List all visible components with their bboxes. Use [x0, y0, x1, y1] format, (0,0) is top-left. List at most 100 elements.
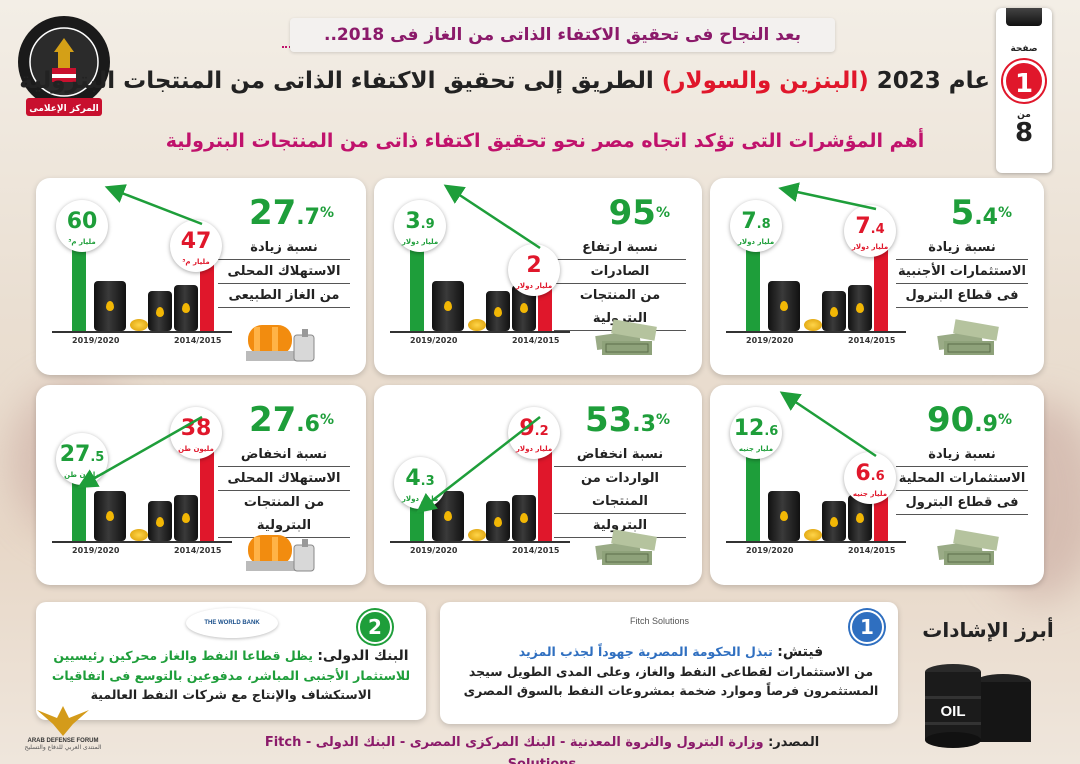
oil-barrel-icon [148, 291, 172, 331]
page-total: 8 [1014, 118, 1034, 148]
value-number: 7.8 [730, 209, 782, 238]
oil-drop-icon [156, 307, 164, 317]
oil-barrel-icon [822, 501, 846, 541]
description-line: نسبة انخفاض [554, 443, 686, 467]
comparison-chart: 2019/2020 2014/2015 7.8 مليار دولار 7.4 مليار… [726, 182, 906, 349]
year-label: 2019/2020 [410, 546, 458, 555]
value-bubble: 6.6 مليار جنيه [844, 452, 896, 504]
value-bubble: 7.8 مليار دولار [730, 200, 782, 252]
year-label: 2014/2015 [848, 546, 896, 555]
oil-barrel-icon [768, 281, 800, 331]
indicator-description: نسبة انخفاض الاستهلاك المحلى من المنتجات ا… [218, 443, 350, 538]
description-line: نسبة ارتفاع [554, 236, 686, 260]
value-unit: مليار جنيه [738, 445, 774, 453]
page-indicator: صفحة 1 من 8 [996, 8, 1052, 173]
value-unit: مليار دولار [737, 238, 775, 246]
indicator-description: نسبة زيادة الاستهلاك المحلى من الغاز الطبي… [218, 236, 350, 308]
oil-drop-icon [520, 303, 528, 314]
testimonial-fitch: 1 Fitch Solutions فيتش: تبذل الحكومة الم… [440, 602, 898, 724]
percent-dec: .4 [974, 205, 998, 230]
trend-arrow [443, 184, 541, 250]
oil-drop-icon [182, 303, 190, 314]
value-bubble: 2 مليار دولار [508, 244, 560, 296]
oil-drop-icon [780, 301, 788, 311]
oil-drop-icon [444, 511, 452, 521]
oil-barrels-illustration: OIL [925, 664, 1031, 748]
oil-drop-icon [520, 513, 528, 524]
value-dec: .5 [90, 450, 105, 465]
percent-value: 27.6% [249, 403, 334, 442]
percent-sign: % [319, 205, 334, 221]
value-int: 4 [405, 466, 421, 491]
value-bubble: 47 مليار م³ [170, 220, 222, 272]
arab-defense-forum-watermark: ARAB DEFENSE FORUM المنتدى العربي للدفاع… [8, 700, 118, 751]
description-line: الاستهلاك المحلى [218, 467, 350, 491]
coins-icon [468, 529, 486, 541]
value-number: 27.5 [56, 442, 108, 471]
percent-value: 95% [609, 196, 670, 235]
description-line: من الغاز الطبيعى [218, 284, 350, 308]
value-unit: مليار جنيه [852, 490, 888, 498]
value-int: 27 [59, 442, 91, 467]
bar-2019-2020 [72, 240, 86, 331]
oil-drop-icon [856, 513, 864, 524]
fuel-tank-icon [246, 325, 315, 362]
oil-drop-icon [856, 303, 864, 314]
percent-dec: .7 [296, 205, 320, 230]
description-line: الواردات من المنتجات [554, 467, 686, 514]
oil-drop-icon [494, 307, 502, 317]
comparison-chart: 2019/2020 2014/2015 12.6 مليار جنيه 6.6 مليار… [726, 391, 906, 559]
percent-dec: .3 [632, 412, 656, 437]
value-number: 12.6 [730, 416, 782, 445]
trend-arrow [416, 416, 541, 514]
year-label: 2019/2020 [72, 336, 120, 345]
bar-2014-2015 [538, 284, 552, 331]
indicator-card: 53.3% نسبة انخفاض الواردات من المنتجات البت… [374, 385, 702, 585]
percent-sign: % [997, 205, 1012, 221]
indicators-heading: أهم المؤشرات التى تؤكد اتجاه مصر نحو تحق… [165, 130, 925, 152]
value-number: 60 [56, 209, 108, 238]
comparison-chart: 2019/2020 2014/2015 27.5 مليون طن 38 مليون طن [52, 399, 232, 559]
value-unit: مليون طن [178, 445, 214, 453]
value-unit: مليار م³ [182, 258, 210, 266]
description-line: الصادرات [554, 260, 686, 284]
indicator-description: نسبة زيادة الاستثمارات المحلية فى قطاع الب… [896, 443, 1028, 515]
world-bank-logo: THE WORLD BANK [186, 608, 278, 638]
oil-barrel-icon [848, 285, 872, 331]
value-int: 12 [733, 416, 765, 441]
description-line: فى قطاع البترول [896, 491, 1028, 515]
trend-arrow [104, 184, 203, 226]
money-stack-icon [937, 529, 999, 565]
oil-barrel-icon [148, 501, 172, 541]
oil-drop-icon [780, 511, 788, 521]
year-label: 2019/2020 [746, 336, 794, 345]
value-int: 7 [741, 209, 757, 234]
watermark-subtext: المنتدى العربي للدفاع والتسليح [24, 744, 102, 751]
oil-drop-icon [106, 301, 114, 311]
value-dec: .6 [764, 424, 779, 439]
trend-arrow [77, 415, 203, 488]
value-int: 3 [405, 209, 421, 234]
value-bubble: 38 مليون طن [170, 407, 222, 459]
oil-barrel-icon [822, 291, 846, 331]
oil-barrel-icon [432, 281, 464, 331]
oil-barrel-icon [174, 495, 198, 541]
indicator-card: 27.6% نسبة انخفاض الاستهلاك المحلى من المنت… [36, 385, 366, 585]
source-text: وزارة البترول والثروة المعدنية - البنك ا… [264, 735, 764, 764]
percent-int: 5 [950, 193, 975, 233]
value-number: 7.4 [844, 214, 896, 243]
percent-int: 90 [926, 400, 975, 440]
value-number: 2 [508, 253, 560, 282]
svg-text:OIL: OIL [941, 703, 966, 720]
value-dec: .9 [420, 217, 435, 232]
description-line: من المنتجات البترولية [218, 491, 350, 538]
value-bubble: 3.9 مليار دولار [394, 200, 446, 252]
year-label: 2019/2020 [72, 546, 120, 555]
description-line: نسبة زيادة [896, 443, 1028, 467]
testimonial-number: 1 [850, 610, 884, 644]
bar-2014-2015 [538, 447, 552, 541]
fuel-tank-icon [246, 535, 315, 572]
percent-dec: .9 [974, 412, 998, 437]
chart-axis [390, 331, 570, 333]
